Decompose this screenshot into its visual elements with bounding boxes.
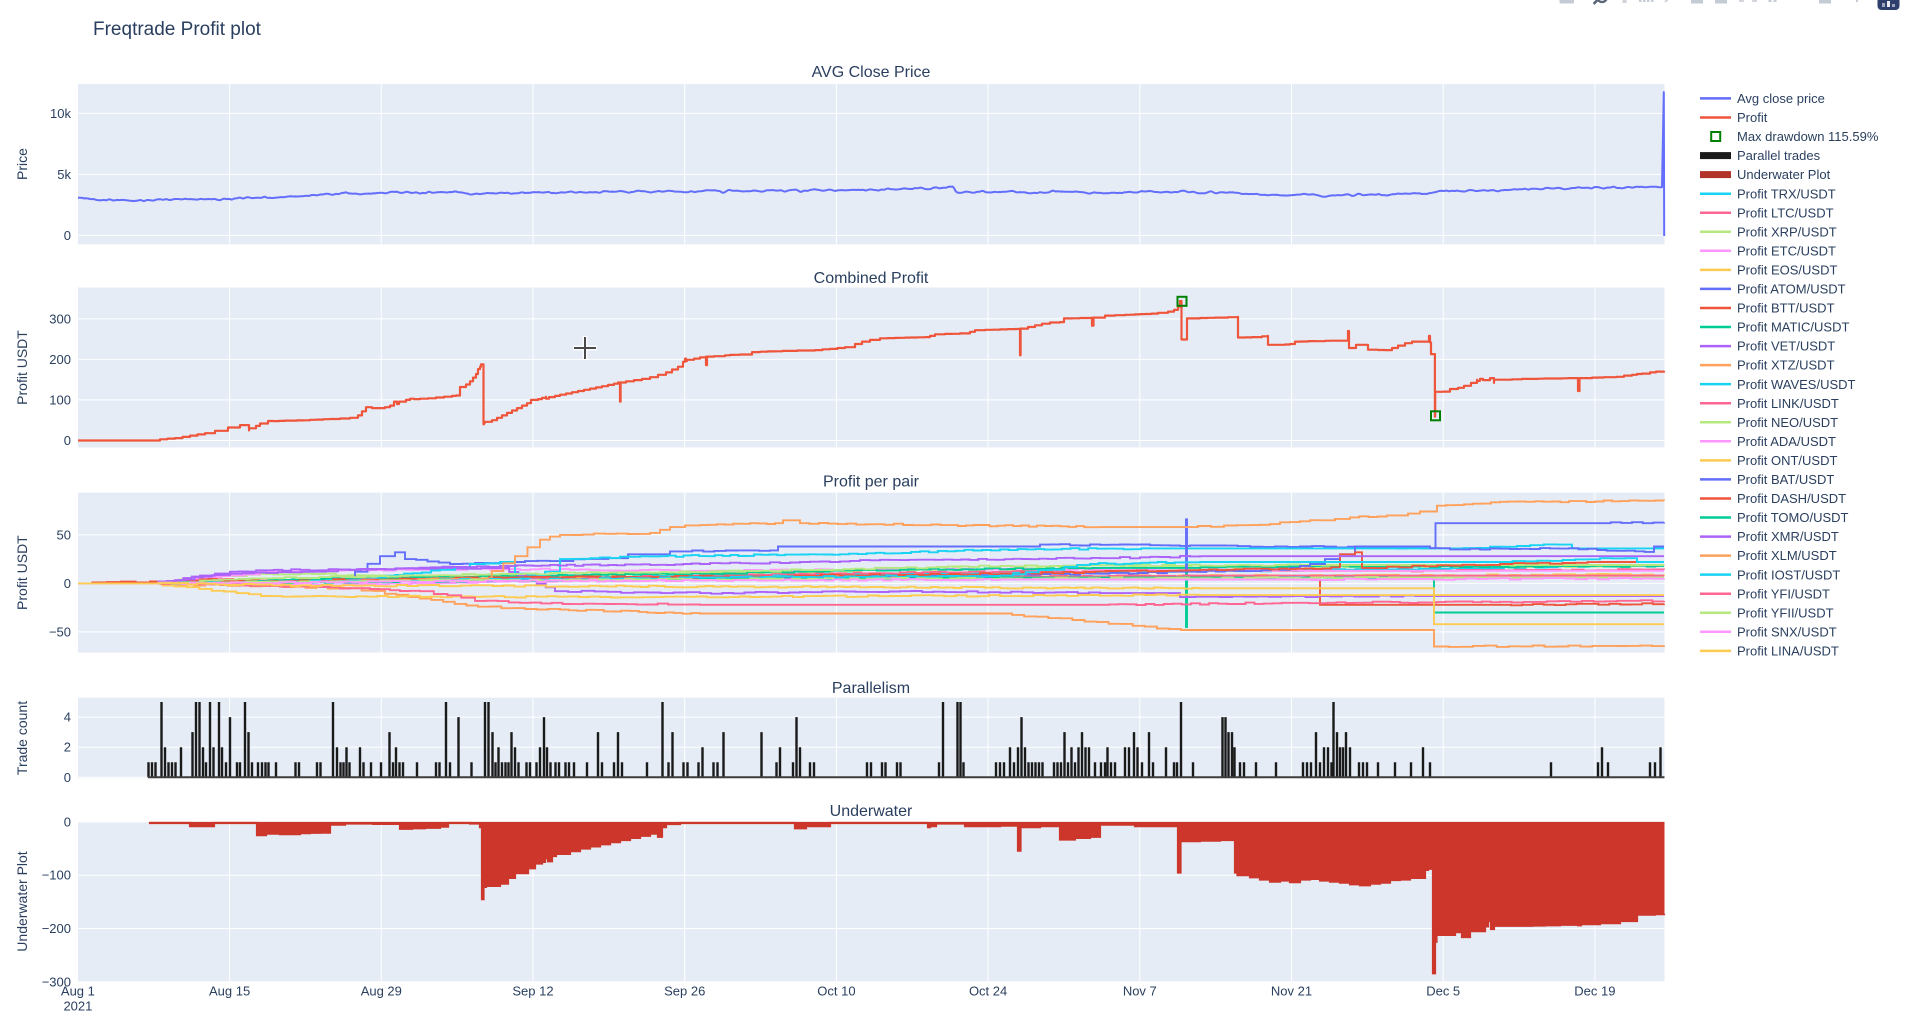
- svg-text:Price: Price: [14, 148, 30, 180]
- svg-text:−100: −100: [42, 868, 71, 883]
- svg-text:Sep 12: Sep 12: [512, 984, 553, 999]
- svg-text:Underwater Plot: Underwater Plot: [1737, 167, 1831, 182]
- svg-text:0: 0: [64, 433, 71, 448]
- svg-text:−200: −200: [42, 921, 71, 936]
- svg-text:Profit WAVES/USDT: Profit WAVES/USDT: [1737, 377, 1856, 392]
- svg-text:Aug 29: Aug 29: [361, 984, 402, 999]
- svg-text:Dec 19: Dec 19: [1574, 984, 1615, 999]
- svg-text:Profit BAT/USDT: Profit BAT/USDT: [1737, 472, 1834, 487]
- svg-text:50: 50: [57, 527, 71, 542]
- svg-text:Profit NEO/USDT: Profit NEO/USDT: [1737, 415, 1838, 430]
- svg-text:2021: 2021: [63, 999, 92, 1014]
- svg-text:Profit XTZ/USDT: Profit XTZ/USDT: [1737, 358, 1835, 373]
- svg-text:Nov 7: Nov 7: [1123, 984, 1157, 999]
- svg-text:Profit BTT/USDT: Profit BTT/USDT: [1737, 301, 1835, 316]
- svg-text:300: 300: [49, 311, 71, 326]
- svg-text:Combined Profit: Combined Profit: [814, 270, 929, 287]
- svg-text:Profit DASH/USDT: Profit DASH/USDT: [1737, 491, 1846, 506]
- svg-text:Profit ONT/USDT: Profit ONT/USDT: [1737, 453, 1837, 468]
- svg-text:Profit LTC/USDT: Profit LTC/USDT: [1737, 205, 1834, 220]
- svg-text:Profit per pair: Profit per pair: [823, 474, 920, 491]
- svg-text:5k: 5k: [57, 167, 71, 182]
- svg-text:Profit ADA/USDT: Profit ADA/USDT: [1737, 434, 1836, 449]
- svg-text:4: 4: [64, 710, 71, 725]
- svg-text:Profit IOST/USDT: Profit IOST/USDT: [1737, 567, 1840, 582]
- svg-text:Profit LINA/USDT: Profit LINA/USDT: [1737, 643, 1839, 658]
- svg-text:Avg close price: Avg close price: [1737, 91, 1825, 106]
- svg-text:Max drawdown 115.59%: Max drawdown 115.59%: [1737, 129, 1879, 144]
- svg-text:Profit XLM/USDT: Profit XLM/USDT: [1737, 548, 1837, 563]
- svg-text:10k: 10k: [50, 106, 71, 121]
- svg-text:2: 2: [64, 740, 71, 755]
- svg-text:Profit MATIC/USDT: Profit MATIC/USDT: [1737, 320, 1849, 335]
- svg-text:Parallelism: Parallelism: [832, 680, 910, 697]
- svg-text:Profit XMR/USDT: Profit XMR/USDT: [1737, 529, 1839, 544]
- svg-text:Profit USDT: Profit USDT: [14, 535, 30, 610]
- svg-text:−300: −300: [42, 974, 71, 989]
- svg-text:100: 100: [49, 392, 71, 407]
- svg-text:Profit YFII/USDT: Profit YFII/USDT: [1737, 605, 1834, 620]
- svg-text:Profit EOS/USDT: Profit EOS/USDT: [1737, 262, 1837, 277]
- svg-text:Profit: Profit: [1737, 110, 1768, 125]
- svg-text:Profit USDT: Profit USDT: [14, 330, 30, 405]
- svg-text:0: 0: [64, 576, 71, 591]
- svg-text:Profit TOMO/USDT: Profit TOMO/USDT: [1737, 510, 1849, 525]
- svg-text:Profit ETC/USDT: Profit ETC/USDT: [1737, 243, 1836, 258]
- svg-text:Sep 26: Sep 26: [664, 984, 705, 999]
- svg-text:Profit YFI/USDT: Profit YFI/USDT: [1737, 586, 1830, 601]
- svg-text:Profit LINK/USDT: Profit LINK/USDT: [1737, 396, 1839, 411]
- svg-text:Trade count: Trade count: [14, 701, 30, 775]
- svg-text:−50: −50: [49, 624, 71, 639]
- svg-text:Profit TRX/USDT: Profit TRX/USDT: [1737, 186, 1836, 201]
- svg-text:Freqtrade Profit plot: Freqtrade Profit plot: [93, 19, 262, 40]
- svg-text:Oct 10: Oct 10: [817, 984, 855, 999]
- svg-text:0: 0: [64, 770, 71, 785]
- svg-text:Oct 24: Oct 24: [969, 984, 1007, 999]
- svg-text:0: 0: [64, 228, 71, 243]
- svg-text:0: 0: [64, 814, 71, 829]
- svg-text:Profit ATOM/USDT: Profit ATOM/USDT: [1737, 282, 1846, 297]
- svg-text:Dec 5: Dec 5: [1426, 984, 1460, 999]
- svg-text:200: 200: [49, 352, 71, 367]
- svg-text:Profit SNX/USDT: Profit SNX/USDT: [1737, 624, 1837, 639]
- svg-text:Nov 21: Nov 21: [1271, 984, 1312, 999]
- svg-text:Profit XRP/USDT: Profit XRP/USDT: [1737, 224, 1837, 239]
- svg-text:Aug 15: Aug 15: [209, 984, 250, 999]
- svg-text:Underwater: Underwater: [830, 803, 913, 820]
- svg-text:Parallel trades: Parallel trades: [1737, 148, 1821, 163]
- svg-text:Underwater Plot: Underwater Plot: [14, 851, 30, 951]
- svg-text:Profit VET/USDT: Profit VET/USDT: [1737, 339, 1835, 354]
- svg-text:Aug 1: Aug 1: [61, 984, 95, 999]
- svg-text:AVG Close Price: AVG Close Price: [812, 64, 931, 81]
